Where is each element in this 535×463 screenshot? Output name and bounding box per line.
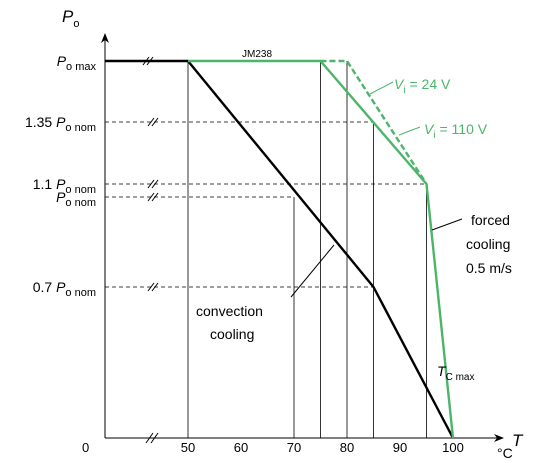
y-tick-label-0: Po max bbox=[57, 53, 97, 73]
tc-max-label: TC max bbox=[437, 363, 474, 383]
grid-lines bbox=[105, 56, 427, 438]
chart-watermark: JM238 bbox=[242, 49, 272, 60]
x-axis-break bbox=[145, 432, 159, 444]
series-line-1 bbox=[188, 59, 455, 439]
series-layer bbox=[105, 59, 455, 439]
svg-text:TC max: TC max bbox=[437, 363, 474, 383]
vi-24-label: Vi = 24 V bbox=[369, 76, 451, 96]
vi-110-label: Vi = 110 V bbox=[398, 121, 488, 141]
svg-text:cooling: cooling bbox=[210, 326, 254, 342]
y-tick-label-3: Po nom bbox=[56, 189, 96, 209]
hline-break-b-3 bbox=[151, 282, 159, 292]
hline-break-a-0 bbox=[147, 117, 155, 127]
hline-break-a-3 bbox=[147, 282, 155, 292]
svg-text:forced: forced bbox=[471, 212, 510, 228]
y-tick-label-2: 1.1 Po nom bbox=[33, 176, 96, 196]
x-tick-label-90: 90 bbox=[393, 440, 407, 455]
svg-text:Vi = 110 V: Vi = 110 V bbox=[424, 121, 488, 141]
series-line-0 bbox=[105, 59, 455, 439]
svg-text:0.5 m/s: 0.5 m/s bbox=[466, 260, 512, 276]
x-axis-unit: °C bbox=[497, 445, 513, 461]
hline-break-b-2 bbox=[151, 192, 159, 202]
y-axis-title: Po bbox=[62, 7, 79, 30]
x-tick-label-0: 0 bbox=[82, 440, 89, 455]
x-tick-label-80: 80 bbox=[340, 440, 354, 455]
x-tick-label-50: 50 bbox=[181, 440, 195, 455]
convection-cooling-label: convection cooling bbox=[196, 244, 335, 342]
hline-break-b-0 bbox=[151, 117, 159, 127]
x-axis-title: T bbox=[512, 431, 524, 450]
y-tick-label-4: 0.7 Po nom bbox=[33, 279, 96, 299]
svg-text:convection: convection bbox=[196, 303, 263, 319]
svg-text:Vi = 24 V: Vi = 24 V bbox=[394, 76, 451, 96]
x-tick-label-70: 70 bbox=[287, 440, 301, 455]
svg-text:cooling: cooling bbox=[466, 236, 510, 252]
x-tick-label-100: 100 bbox=[442, 440, 464, 455]
x-tick-label-60: 60 bbox=[234, 440, 248, 455]
hline-break-a-1 bbox=[147, 179, 155, 189]
y-tick-label-1: 1.35 Po nom bbox=[25, 114, 96, 134]
forced-cooling-label: forced cooling 0.5 m/s bbox=[431, 212, 512, 276]
x-tick-labels: 0 50 60 70 80 90 100 bbox=[82, 440, 464, 455]
hline-break-b-1 bbox=[151, 179, 159, 189]
hline-break-a-2 bbox=[147, 192, 155, 202]
